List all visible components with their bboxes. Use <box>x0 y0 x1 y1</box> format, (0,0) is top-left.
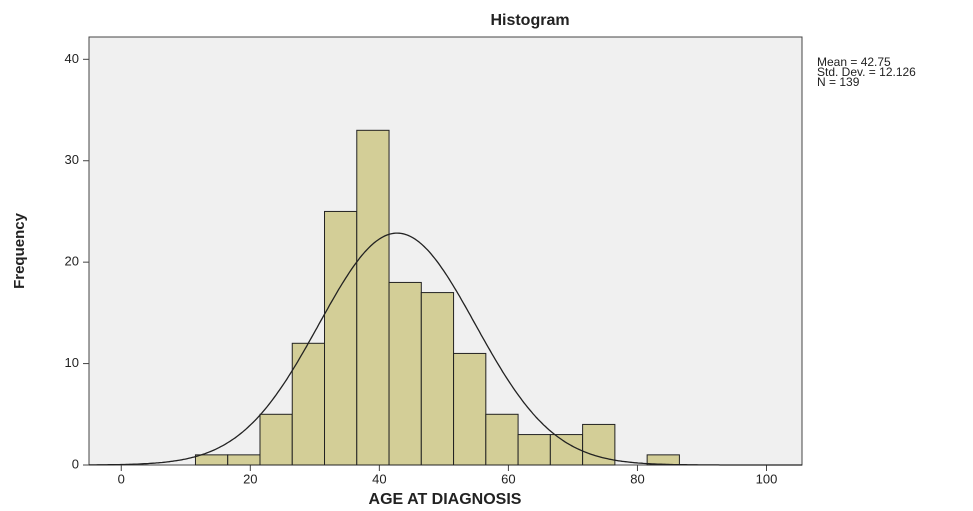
stat-label: N = 139 <box>817 75 860 89</box>
bar <box>582 423 616 466</box>
stat-label: Std. Dev. = 12.126 <box>817 65 916 79</box>
y-tick-label: 30 <box>65 152 79 167</box>
bar <box>453 352 487 466</box>
stat-label: Mean = 42.75 <box>817 55 891 69</box>
y-tick-label: 40 <box>65 51 79 66</box>
x-tick-label: 0 <box>118 471 125 486</box>
bar <box>259 413 293 466</box>
y-axis-label: Frequency <box>11 212 28 289</box>
bar <box>646 454 680 466</box>
x-tick-label: 80 <box>630 471 644 486</box>
x-tick-label: 20 <box>243 471 257 486</box>
chart-title: Histogram <box>490 12 569 29</box>
bar <box>420 292 455 466</box>
bar <box>227 454 261 466</box>
bar <box>388 281 422 466</box>
bar <box>517 434 551 466</box>
x-tick-label: 100 <box>756 471 778 486</box>
bar <box>485 413 519 466</box>
x-tick-label: 40 <box>372 471 386 486</box>
y-tick-label: 20 <box>65 254 79 269</box>
bar <box>324 210 358 466</box>
bar <box>356 129 390 466</box>
normal-curve <box>89 232 802 466</box>
y-tick-label: 10 <box>65 355 79 370</box>
bar <box>194 454 229 466</box>
x-tick-label: 60 <box>501 471 515 486</box>
y-tick-label: 0 <box>72 456 79 471</box>
bar <box>549 434 584 466</box>
bar <box>291 342 326 466</box>
x-axis-label: AGE AT DIAGNOSIS <box>369 491 522 508</box>
